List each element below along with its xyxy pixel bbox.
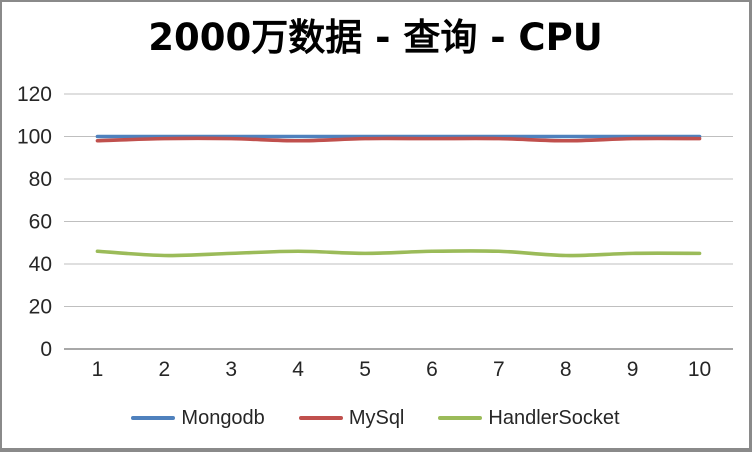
- legend-line-swatch-handlersocket: [438, 415, 483, 421]
- series-line-mysql: [95, 136, 702, 143]
- x-tick-label: 3: [225, 358, 237, 381]
- legend-item-mysql: MySql: [298, 407, 405, 429]
- x-tick-label: 10: [688, 358, 711, 381]
- x-tick-label: 1: [92, 358, 104, 381]
- legend-item-handlersocket: HandlerSocket: [438, 407, 620, 429]
- legend-label-handlersocket: HandlerSocket: [488, 407, 620, 429]
- chart-title: 2000万数据 - 查询 - CPU: [148, 16, 603, 59]
- y-tick-label: 100: [17, 126, 52, 149]
- x-tick-label: 6: [426, 358, 438, 381]
- x-tick-label: 5: [359, 358, 371, 381]
- legend-line-swatch-mysql: [298, 415, 343, 421]
- legend-line-swatch-mongodb: [131, 415, 176, 421]
- y-tick-label: 80: [29, 168, 52, 191]
- series-line-handlersocket: [95, 249, 702, 258]
- x-tick-label: 8: [560, 358, 572, 381]
- x-tick-label: 7: [493, 358, 505, 381]
- y-tick-label: 60: [29, 211, 52, 234]
- legend-label-mongodb: Mongodb: [181, 407, 265, 429]
- y-tick-label: 20: [29, 296, 52, 319]
- y-tick-label: 120: [17, 83, 52, 106]
- x-tick-label: 9: [627, 358, 639, 381]
- legend-label-mysql: MySql: [348, 407, 405, 429]
- x-tick-label: 4: [292, 358, 304, 381]
- y-tick-label: 0: [40, 338, 52, 361]
- y-tick-label: 40: [29, 253, 52, 276]
- x-tick-label: 2: [159, 358, 171, 381]
- legend-item-mongodb: Mongodb: [131, 407, 265, 429]
- legend: Mongodb MySql HandlerSocket: [2, 402, 749, 434]
